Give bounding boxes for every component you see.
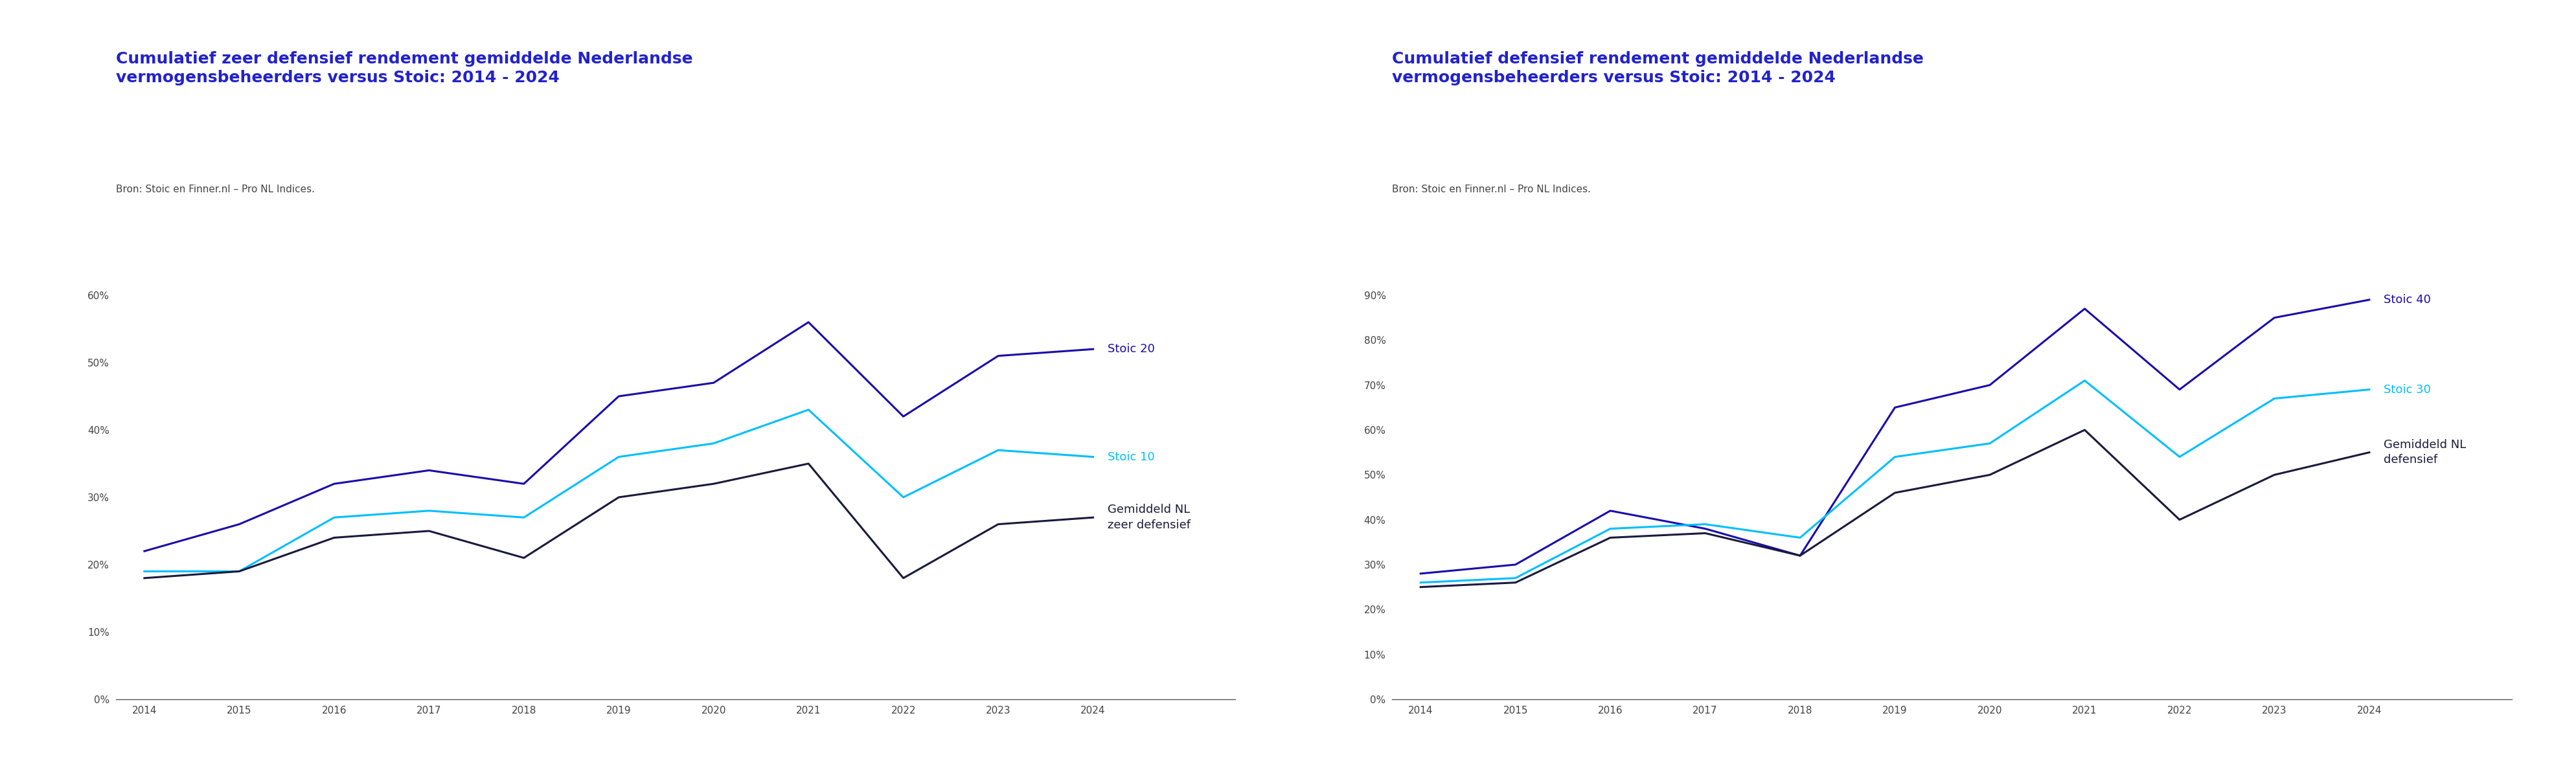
Text: Gemiddeld NL
zeer defensief: Gemiddeld NL zeer defensief (1108, 504, 1190, 531)
Text: Stoic 10: Stoic 10 (1108, 451, 1154, 462)
Text: Stoic 40: Stoic 40 (2383, 294, 2432, 305)
Text: Cumulatief defensief rendement gemiddelde Nederlandse
vermogensbeheerders versus: Cumulatief defensief rendement gemiddeld… (1391, 51, 1924, 85)
Text: Stoic 20: Stoic 20 (1108, 343, 1154, 355)
Text: Gemiddeld NL
defensief: Gemiddeld NL defensief (2383, 439, 2465, 466)
Text: Bron: Stoic en Finner.nl – Pro NL Indices.: Bron: Stoic en Finner.nl – Pro NL Indice… (116, 184, 314, 194)
Text: Bron: Stoic en Finner.nl – Pro NL Indices.: Bron: Stoic en Finner.nl – Pro NL Indice… (1391, 184, 1592, 194)
Text: Cumulatief zeer defensief rendement gemiddelde Nederlandse
vermogensbeheerders v: Cumulatief zeer defensief rendement gemi… (116, 51, 693, 85)
Text: Stoic 30: Stoic 30 (2383, 384, 2432, 395)
